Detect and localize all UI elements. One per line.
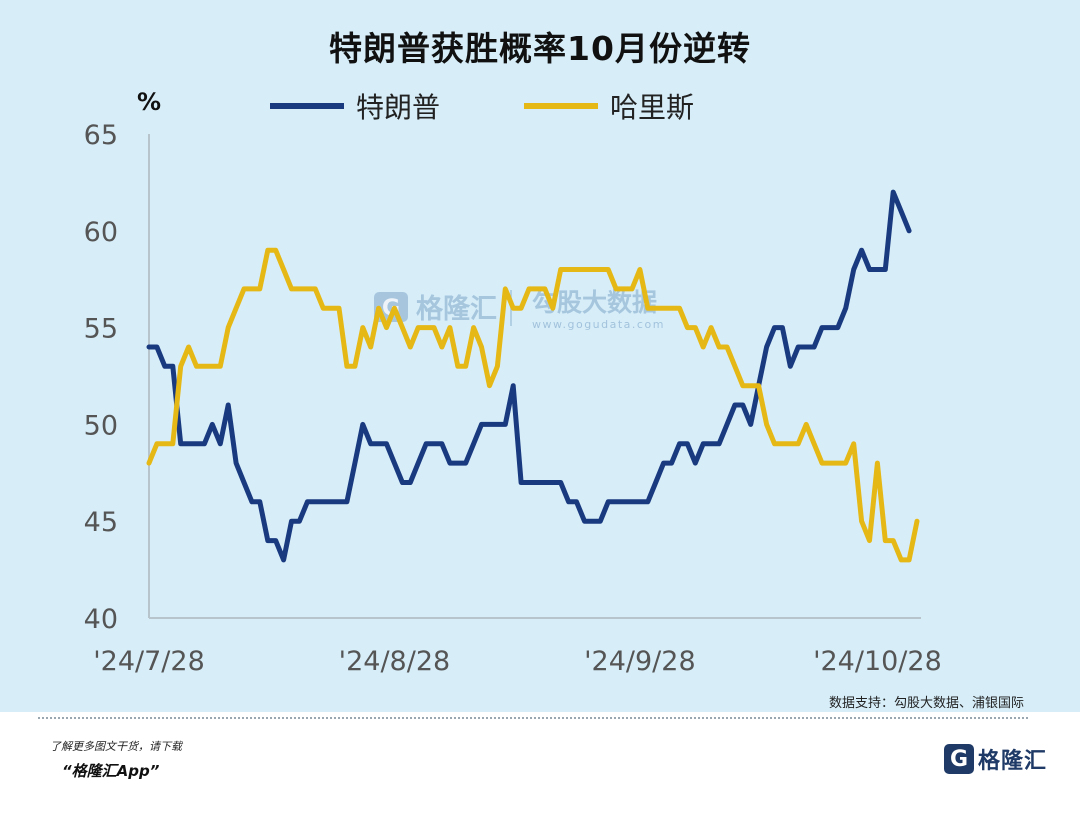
gelonghui-logo: G 格隆汇 bbox=[944, 742, 1047, 776]
footer-app-name: “格隆汇App” bbox=[62, 762, 160, 780]
series-line-trump bbox=[146, 189, 912, 563]
chart-title: 特朗普获胜概率10月份逆转 bbox=[329, 29, 751, 68]
logo-mark-icon: G bbox=[944, 744, 974, 774]
source-note: 数据支持：勾股大数据、浦银国际 bbox=[828, 696, 1024, 711]
footer-promo-text: 了解更多图文干货，请下载 bbox=[50, 740, 182, 753]
legend-label: 哈里斯 bbox=[610, 91, 694, 124]
x-tick-label: '24/7/28 bbox=[93, 646, 205, 677]
line-chart: G 格隆汇 勾股大数据www.gogudata.com404550556065%'2… bbox=[84, 88, 942, 677]
y-tick-label: 55 bbox=[84, 314, 118, 345]
y-tick-label: 50 bbox=[84, 410, 118, 441]
x-tick-label: '24/9/28 bbox=[584, 646, 696, 677]
y-tick-label: 60 bbox=[84, 217, 118, 248]
x-tick-label: '24/10/28 bbox=[813, 646, 942, 677]
y-axis-label: % bbox=[137, 88, 161, 116]
logo-name: 格隆汇 bbox=[978, 749, 1048, 774]
chart-panel: 特朗普获胜概率10月份逆转 G 格隆汇 勾股大数据 www.gogudata.com 4… bbox=[0, 0, 1080, 712]
watermark-url: www.gogudata.com bbox=[532, 318, 665, 331]
y-tick-label: 40 bbox=[84, 604, 118, 635]
y-tick-label: 45 bbox=[84, 507, 118, 538]
series-line-harris bbox=[146, 247, 920, 563]
legend-label: 特朗普 bbox=[356, 91, 440, 124]
footer-divider bbox=[38, 717, 1028, 719]
x-tick-label: '24/8/28 bbox=[339, 646, 451, 677]
y-tick-label: 65 bbox=[84, 120, 118, 151]
watermark-name: 格隆汇 bbox=[416, 294, 497, 325]
